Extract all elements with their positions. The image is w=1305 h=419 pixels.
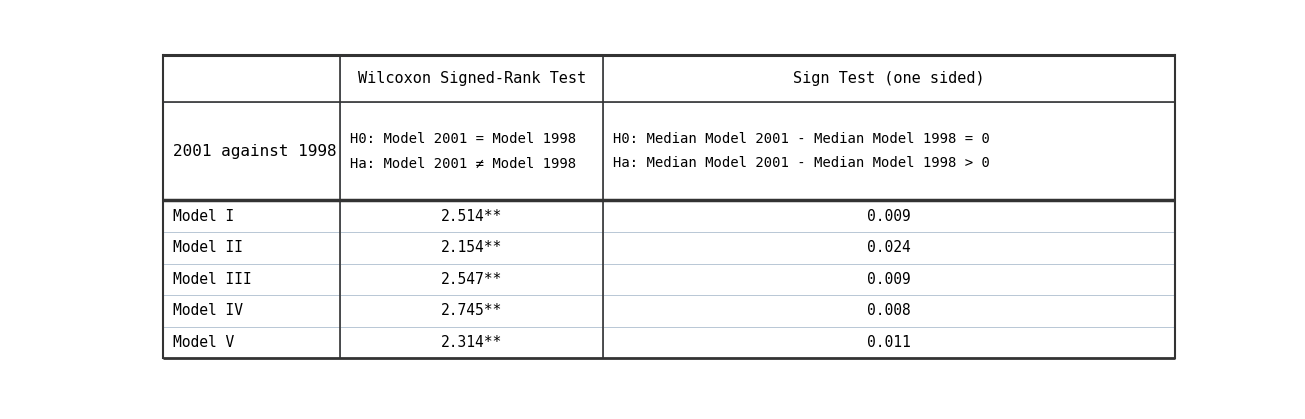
Text: 2.745**: 2.745** — [441, 303, 502, 318]
Text: Sign Test (one sided): Sign Test (one sided) — [793, 71, 984, 86]
Bar — [163, 55, 341, 102]
Text: 2.314**: 2.314** — [441, 335, 502, 350]
Text: Model IV: Model IV — [174, 303, 243, 318]
Text: 0.011: 0.011 — [867, 335, 911, 350]
Text: H0: Median Model 2001 - Median Model 1998 = 0: H0: Median Model 2001 - Median Model 199… — [613, 132, 990, 146]
Bar — [341, 295, 603, 327]
Bar — [341, 200, 603, 232]
Text: Model III: Model III — [174, 272, 252, 287]
Bar — [163, 295, 341, 327]
Text: Ha: Median Model 2001 - Median Model 1998 > 0: Ha: Median Model 2001 - Median Model 199… — [613, 156, 990, 171]
Bar — [341, 327, 603, 358]
Bar — [341, 232, 603, 264]
Bar — [603, 102, 1174, 200]
Bar — [163, 327, 341, 358]
Text: 0.009: 0.009 — [867, 209, 911, 224]
Bar — [603, 327, 1174, 358]
Text: 0.024: 0.024 — [867, 240, 911, 255]
Text: H0: Model 2001 = Model 1998: H0: Model 2001 = Model 1998 — [350, 132, 577, 146]
Text: 0.008: 0.008 — [867, 303, 911, 318]
Bar — [163, 232, 341, 264]
Text: Wilcoxon Signed-Rank Test: Wilcoxon Signed-Rank Test — [358, 71, 586, 86]
Bar — [163, 200, 341, 232]
Bar — [341, 102, 603, 200]
Bar — [341, 264, 603, 295]
Bar — [163, 102, 341, 200]
Bar — [603, 200, 1174, 232]
Text: 2.154**: 2.154** — [441, 240, 502, 255]
Bar — [603, 295, 1174, 327]
Bar — [341, 55, 603, 102]
Text: 2.547**: 2.547** — [441, 272, 502, 287]
Text: Ha: Model 2001 ≠ Model 1998: Ha: Model 2001 ≠ Model 1998 — [350, 156, 577, 171]
Bar — [163, 264, 341, 295]
Text: 0.009: 0.009 — [867, 272, 911, 287]
Text: Model I: Model I — [174, 209, 235, 224]
Text: Model II: Model II — [174, 240, 243, 255]
Text: Model V: Model V — [174, 335, 235, 350]
Bar — [603, 264, 1174, 295]
Bar — [603, 232, 1174, 264]
Text: 2001 against 1998: 2001 against 1998 — [174, 144, 337, 159]
Bar — [603, 55, 1174, 102]
Text: 2.514**: 2.514** — [441, 209, 502, 224]
